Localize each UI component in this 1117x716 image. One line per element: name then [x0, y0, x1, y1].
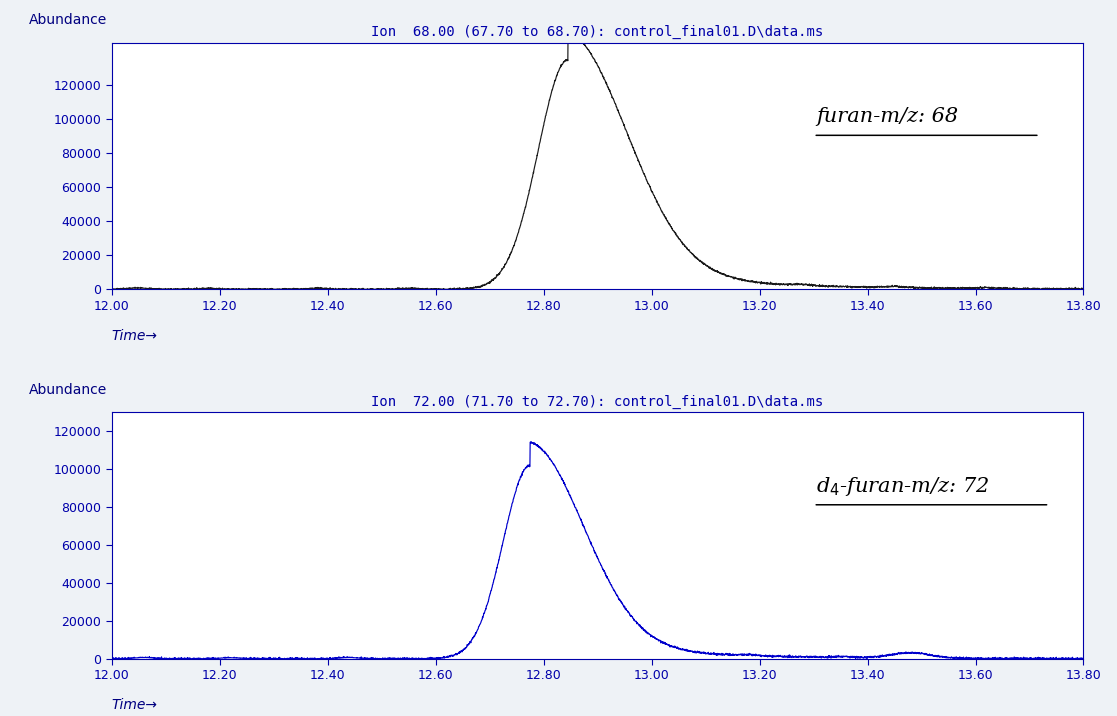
Title: Ion  72.00 (71.70 to 72.70): control_final01.D\data.ms: Ion 72.00 (71.70 to 72.70): control_fina…	[372, 395, 823, 409]
Title: Ion  68.00 (67.70 to 68.70): control_final01.D\data.ms: Ion 68.00 (67.70 to 68.70): control_fina…	[372, 25, 823, 39]
Text: Abundance: Abundance	[29, 14, 107, 27]
Text: d$_4$-furan-m/z: 72: d$_4$-furan-m/z: 72	[817, 475, 990, 498]
Text: Time→: Time→	[112, 698, 157, 712]
Text: Abundance: Abundance	[29, 383, 107, 397]
Text: Time→: Time→	[112, 329, 157, 343]
Text: furan-m/z: 68: furan-m/z: 68	[817, 107, 958, 126]
